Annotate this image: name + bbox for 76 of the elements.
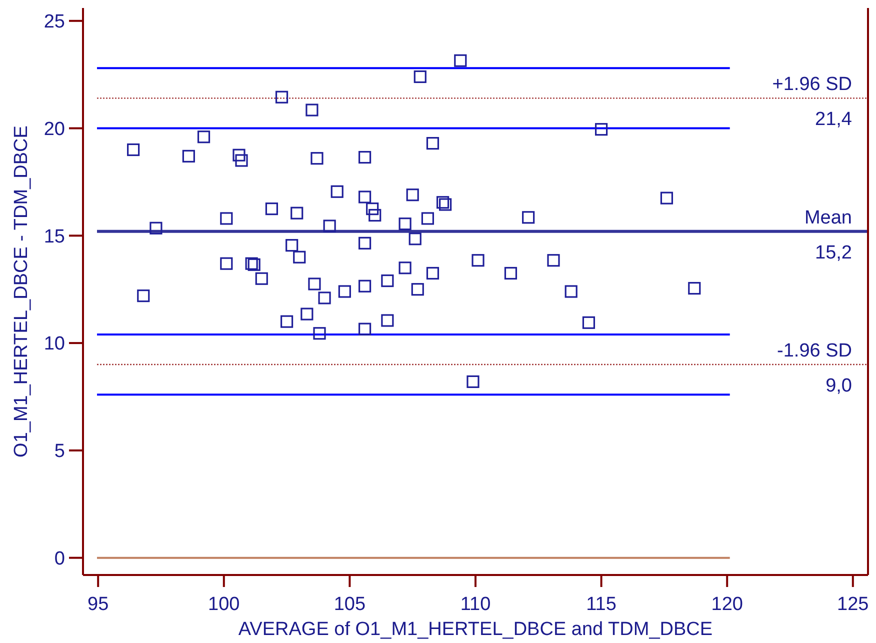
point	[358, 150, 372, 164]
point	[381, 274, 394, 288]
x-tick-label: 110	[460, 594, 491, 615]
point	[306, 104, 318, 116]
point	[235, 154, 248, 167]
point	[280, 315, 294, 328]
point	[245, 257, 258, 270]
x-tick-label: 120	[711, 594, 743, 615]
point	[688, 282, 701, 295]
point	[411, 283, 424, 296]
point	[308, 278, 321, 290]
point	[182, 150, 195, 162]
point	[358, 236, 372, 250]
y-tick-label: 10	[44, 334, 65, 355]
point	[366, 202, 379, 216]
x-tick-label: 105	[334, 594, 366, 615]
point	[436, 196, 450, 209]
point	[220, 257, 233, 270]
point	[300, 308, 314, 320]
ref-line-label: -1.96 SD 9,0	[777, 340, 852, 397]
point	[381, 314, 394, 327]
point	[275, 90, 288, 104]
point	[406, 188, 419, 202]
y-tick-label: 15	[44, 226, 65, 248]
point	[472, 254, 484, 267]
point	[323, 220, 336, 232]
x-tick-label: 100	[208, 594, 240, 615]
point	[398, 218, 412, 230]
point	[286, 239, 298, 252]
point	[595, 123, 608, 136]
y-tick-label: 0	[54, 548, 65, 570]
point	[466, 375, 480, 388]
point	[265, 202, 278, 216]
point	[358, 322, 372, 336]
point	[290, 206, 304, 220]
point	[127, 143, 140, 156]
point	[293, 250, 306, 264]
y-tick-label: 25	[44, 12, 65, 33]
x-tick-label: 125	[837, 594, 869, 615]
y-axis-title: O1_M1_HERTEL_DBCE - TDM_DBCE	[11, 126, 32, 458]
point	[582, 316, 596, 329]
point	[248, 258, 260, 271]
point	[398, 262, 412, 274]
point	[368, 208, 382, 222]
point	[318, 292, 331, 304]
point	[421, 212, 434, 225]
point	[150, 222, 162, 234]
y-tick-label: 20	[44, 118, 65, 140]
point	[426, 137, 440, 150]
point	[310, 152, 324, 165]
point	[137, 289, 150, 302]
point	[232, 148, 246, 162]
ref-line-label: Mean 15,2	[804, 207, 852, 264]
point	[660, 192, 674, 204]
point	[338, 285, 351, 298]
point	[454, 54, 467, 67]
point	[547, 254, 560, 267]
point	[330, 185, 344, 198]
point	[426, 266, 440, 280]
ref-line-label: +1.96 SD 21,4	[772, 74, 852, 130]
point	[313, 327, 326, 340]
point	[439, 198, 452, 211]
point	[522, 211, 535, 224]
point	[197, 130, 210, 144]
point	[414, 70, 426, 84]
point	[255, 272, 268, 285]
x-tick-label: 115	[586, 594, 616, 615]
point	[220, 212, 233, 225]
point	[564, 285, 578, 298]
x-axis-title: AVERAGE of O1_M1_HERTEL_DBCE and TDM_DBCE	[238, 619, 713, 640]
y-tick-label: 5	[54, 441, 65, 462]
point	[358, 280, 372, 292]
point	[408, 232, 422, 246]
point	[358, 190, 372, 204]
x-tick-label: 95	[88, 594, 109, 615]
point	[504, 266, 518, 280]
